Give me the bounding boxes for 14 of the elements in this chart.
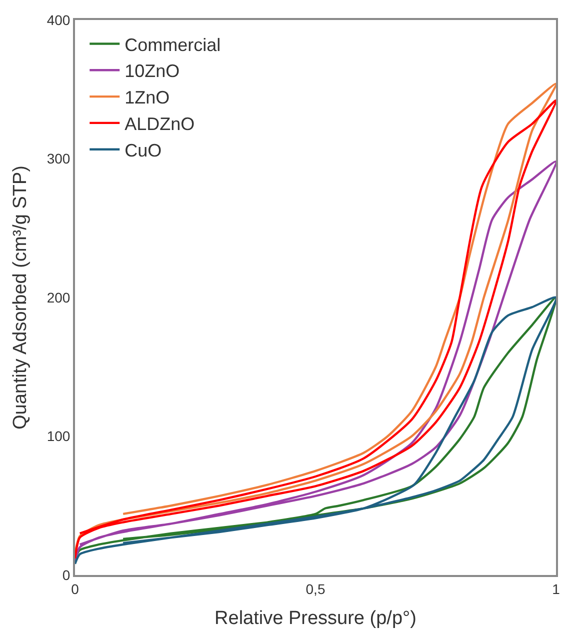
legend-label: Commercial [124,34,221,55]
y-tick-label: 100 [46,428,70,444]
x-axis-title: Relative Pressure (p/p°) [214,608,416,630]
y-tick-label: 0 [62,566,70,583]
legend-label: ALDZnO [124,114,195,134]
y-tick-label: 300 [46,150,70,167]
legend-label: CuO [124,140,162,160]
legend-label: 10ZnO [124,61,180,82]
x-tick-label: 1 [552,580,560,597]
x-tick-label: 0,5 [306,580,326,597]
y-axis-title: Quantity Adsorbed (cm³/g STP) [10,166,32,430]
y-tick-label: 400 [46,12,70,28]
legend-label: 1ZnO [124,88,170,108]
y-tick-label: 200 [46,289,70,306]
